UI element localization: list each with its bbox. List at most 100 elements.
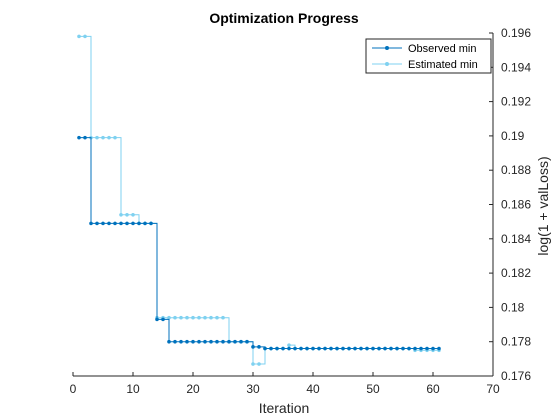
data-point xyxy=(437,346,441,351)
y-tick-label: 0.18 xyxy=(501,300,525,314)
data-point xyxy=(281,346,285,351)
data-point xyxy=(257,345,261,349)
x-tick-label: 10 xyxy=(126,382,140,396)
data-point xyxy=(101,221,105,226)
data-point xyxy=(113,221,117,226)
y-tick-label: 0.176 xyxy=(501,369,531,383)
legend-box xyxy=(365,38,492,74)
data-point xyxy=(287,346,291,351)
data-point xyxy=(119,221,123,226)
data-point xyxy=(125,221,129,226)
data-point xyxy=(401,346,405,351)
data-point xyxy=(239,339,243,344)
x-tick-label: 40 xyxy=(306,382,320,396)
y-axis-label: log(1 + valLoss) xyxy=(535,156,551,255)
data-point xyxy=(131,221,135,226)
y-tick-label: 0.192 xyxy=(501,95,531,109)
data-point xyxy=(77,34,81,39)
data-point xyxy=(89,221,93,226)
data-point xyxy=(323,346,327,351)
legend-entry-label: Estimated min xyxy=(408,59,478,71)
x-tick-label: 20 xyxy=(186,382,200,396)
data-point xyxy=(173,315,177,320)
data-point xyxy=(167,339,171,344)
data-point xyxy=(197,339,201,344)
data-point xyxy=(83,34,87,39)
data-point xyxy=(233,339,237,344)
data-point xyxy=(359,346,363,351)
data-point xyxy=(299,346,303,351)
data-point xyxy=(353,346,357,351)
data-point xyxy=(371,346,375,351)
data-point xyxy=(251,362,255,366)
y-tick-label: 0.188 xyxy=(501,163,531,177)
data-point xyxy=(209,339,213,344)
data-point xyxy=(407,346,411,351)
y-tick-label: 0.178 xyxy=(501,335,531,349)
y-tick-label: 0.186 xyxy=(501,198,531,212)
y-tick-label: 0.184 xyxy=(501,232,531,246)
data-point xyxy=(161,317,165,322)
data-point xyxy=(257,362,261,366)
series-layer xyxy=(77,34,441,366)
data-point xyxy=(287,343,291,347)
x-tick-label: 60 xyxy=(426,382,440,396)
data-point xyxy=(203,315,207,320)
data-point xyxy=(107,221,111,226)
data-point xyxy=(425,346,429,351)
data-point xyxy=(215,339,219,344)
y-tick-label: 0.194 xyxy=(501,60,531,74)
data-point xyxy=(215,315,219,320)
data-point xyxy=(203,339,207,344)
data-point xyxy=(83,135,87,140)
data-point xyxy=(167,315,171,320)
data-point xyxy=(389,346,393,351)
chart-legend: Observed min Estimated min xyxy=(365,38,492,74)
data-point xyxy=(197,315,201,320)
data-point xyxy=(137,221,141,226)
data-point xyxy=(431,346,435,351)
data-point xyxy=(95,221,99,226)
data-point xyxy=(365,346,369,351)
data-point xyxy=(209,315,213,320)
data-point xyxy=(113,135,117,140)
data-point xyxy=(269,346,273,351)
data-point xyxy=(377,346,381,351)
x-axis-label: Iteration xyxy=(259,400,310,416)
data-point xyxy=(221,315,225,320)
data-point xyxy=(143,221,147,226)
y-tick-label: 0.182 xyxy=(501,266,531,280)
data-point xyxy=(383,346,387,351)
x-tick-label: 50 xyxy=(366,382,380,396)
data-point xyxy=(311,346,315,351)
y-tick-label: 0.19 xyxy=(501,129,525,143)
data-point xyxy=(191,339,195,344)
data-point xyxy=(245,339,249,344)
data-point xyxy=(179,315,183,320)
x-tick-label: 70 xyxy=(486,382,500,396)
data-point xyxy=(179,339,183,344)
legend-swatch-marker xyxy=(385,62,389,66)
data-point xyxy=(173,339,177,344)
data-point xyxy=(77,135,81,140)
data-point xyxy=(251,345,255,349)
data-point xyxy=(149,221,153,226)
data-point xyxy=(185,315,189,320)
data-point xyxy=(419,346,423,351)
chart-title: Optimization Progress xyxy=(209,10,359,26)
data-point xyxy=(119,212,123,217)
data-point xyxy=(317,346,321,351)
data-point xyxy=(227,339,231,344)
data-point xyxy=(395,346,399,351)
data-point xyxy=(293,346,297,351)
data-point xyxy=(347,346,351,351)
data-point xyxy=(335,346,339,351)
data-point xyxy=(341,346,345,351)
data-point xyxy=(191,315,195,320)
plot-axes: 0 10 20 30 40 50 60 700.176 0.178 0.18 0.182 0.184 0… xyxy=(70,26,532,396)
data-point xyxy=(107,135,111,140)
data-point xyxy=(221,339,225,344)
data-point xyxy=(263,346,267,351)
data-point xyxy=(185,339,189,344)
